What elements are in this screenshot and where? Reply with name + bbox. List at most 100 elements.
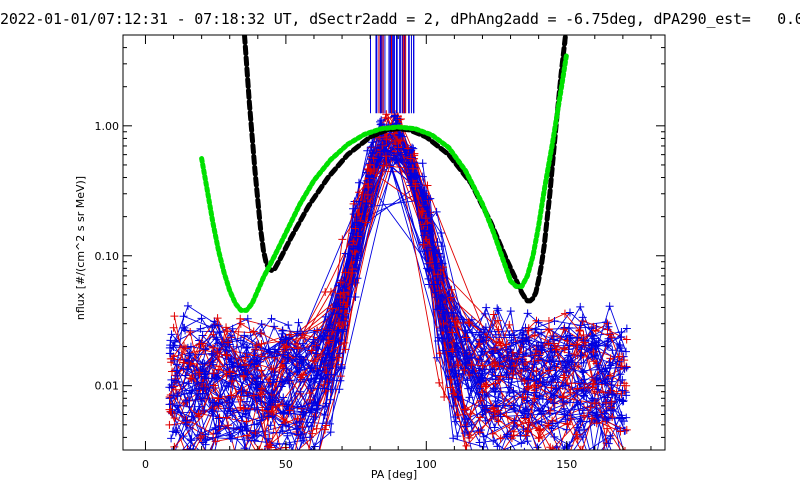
measurement-marker bbox=[269, 364, 278, 373]
measurement-marker bbox=[252, 431, 261, 440]
measurement-marker bbox=[510, 421, 519, 430]
measurement-line bbox=[171, 137, 608, 450]
measurement-marker bbox=[223, 346, 232, 355]
measurement-marker bbox=[297, 359, 306, 368]
measurement-marker bbox=[201, 382, 210, 391]
measurement-marker bbox=[227, 371, 236, 380]
measurement-marker bbox=[326, 395, 335, 404]
measurement-marker bbox=[606, 361, 615, 370]
measurement-marker bbox=[200, 374, 209, 383]
measurement-marker bbox=[254, 373, 263, 382]
measurement-marker bbox=[616, 344, 625, 353]
measurement-marker bbox=[278, 329, 287, 338]
measurement-marker bbox=[580, 391, 589, 400]
x-tick-label: 100 bbox=[416, 458, 437, 471]
measurement-marker bbox=[593, 363, 602, 372]
measurement-marker bbox=[565, 398, 574, 407]
measurement-marker bbox=[320, 411, 329, 420]
measurement-marker bbox=[349, 199, 358, 208]
measurement-marker bbox=[475, 390, 484, 399]
measurement-marker bbox=[412, 184, 421, 193]
measurement-marker bbox=[559, 325, 568, 334]
measurement-marker bbox=[348, 265, 357, 274]
measurement-marker bbox=[268, 462, 276, 470]
measurement-marker bbox=[376, 153, 385, 162]
measurement-marker bbox=[170, 413, 179, 422]
measurement-marker bbox=[509, 386, 518, 395]
measurement-marker bbox=[293, 430, 302, 439]
measurement-marker bbox=[524, 336, 533, 345]
measurement-marker bbox=[481, 405, 490, 414]
measurement-markers bbox=[165, 110, 631, 486]
measurement-marker bbox=[606, 406, 615, 415]
measurement-marker bbox=[264, 412, 273, 421]
measurement-marker bbox=[311, 464, 319, 472]
measurement-marker bbox=[278, 426, 287, 435]
measurement-marker bbox=[313, 405, 322, 414]
measurement-marker bbox=[532, 345, 541, 354]
measurement-marker bbox=[168, 427, 177, 436]
measurement-marker bbox=[214, 422, 223, 431]
measurement-marker bbox=[185, 402, 194, 411]
measurement-marker bbox=[394, 130, 403, 139]
measurement-marker bbox=[351, 263, 360, 272]
measurement-marker bbox=[362, 168, 371, 177]
measurement-marker bbox=[521, 431, 530, 440]
measurement-marker bbox=[447, 308, 456, 317]
measurement-marker bbox=[435, 264, 444, 273]
measurement-marker bbox=[320, 384, 329, 393]
measurement-marker bbox=[580, 411, 589, 420]
measurement-marker bbox=[548, 419, 557, 428]
measurement-marker bbox=[524, 375, 533, 384]
measurement-marker bbox=[602, 416, 611, 425]
measurement-marker bbox=[180, 389, 189, 398]
measurement-marker bbox=[505, 330, 514, 339]
measurement-marker bbox=[195, 412, 204, 421]
measurement-marker bbox=[538, 395, 547, 404]
measurement-marker bbox=[507, 447, 509, 450]
measurement-marker bbox=[313, 361, 322, 370]
measurement-marker bbox=[437, 242, 446, 251]
measurement-marker bbox=[168, 367, 177, 376]
measurement-marker bbox=[465, 393, 474, 402]
measurement-marker bbox=[185, 374, 194, 383]
measurement-marker bbox=[590, 334, 599, 343]
measurement-marker bbox=[292, 339, 301, 348]
measurement-marker bbox=[496, 434, 505, 443]
measurement-marker bbox=[326, 428, 335, 437]
measurement-marker bbox=[465, 319, 474, 328]
measurement-marker bbox=[532, 385, 541, 394]
measurement-marker bbox=[489, 436, 498, 445]
measurement-marker bbox=[268, 476, 276, 484]
measurement-marker bbox=[382, 147, 391, 156]
measurement-marker bbox=[338, 276, 347, 285]
measurement-marker bbox=[468, 369, 477, 378]
measurement-marker bbox=[580, 383, 589, 392]
measurement-marker bbox=[339, 288, 348, 297]
measurement-marker bbox=[615, 395, 624, 404]
measurement-marker bbox=[558, 381, 567, 390]
measurement-marker bbox=[573, 340, 582, 349]
measurement-marker bbox=[509, 392, 518, 401]
measurement-marker bbox=[242, 397, 251, 406]
measurement-marker bbox=[336, 278, 345, 287]
measurement-marker bbox=[481, 309, 490, 318]
measurement-marker bbox=[450, 317, 459, 326]
measurement-marker bbox=[257, 413, 266, 422]
measurement-marker bbox=[454, 360, 463, 369]
measurement-marker bbox=[563, 336, 572, 345]
measurement-marker bbox=[225, 367, 234, 376]
measurement-marker bbox=[531, 347, 540, 356]
measurement-marker bbox=[461, 446, 470, 450]
measurement-marker bbox=[446, 375, 455, 384]
measurement-marker bbox=[495, 337, 504, 346]
measurement-marker bbox=[179, 432, 188, 441]
measurement-marker bbox=[285, 478, 293, 486]
measurement-marker bbox=[296, 327, 305, 336]
measurement-marker bbox=[618, 397, 627, 406]
measurement-marker bbox=[478, 401, 487, 410]
measurement-marker bbox=[171, 447, 173, 450]
measurement-marker bbox=[363, 165, 372, 174]
measurement-marker bbox=[493, 316, 502, 325]
measurement-marker bbox=[266, 421, 275, 430]
